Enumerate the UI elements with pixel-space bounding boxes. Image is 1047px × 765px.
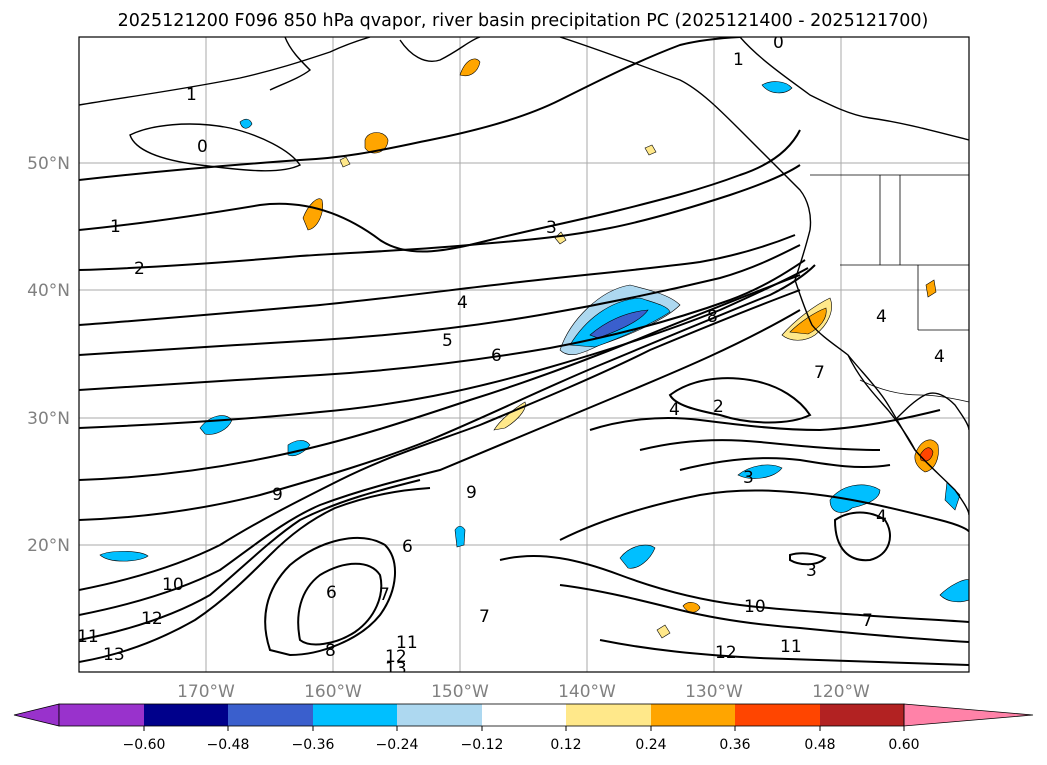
lon-tick-label: 130°W xyxy=(685,682,743,702)
colorbar-tick-label: 0.12 xyxy=(550,737,581,753)
contour-label: 11 xyxy=(77,627,99,647)
contour-label: 11 xyxy=(780,637,802,657)
lon-tick-label: 120°W xyxy=(812,682,870,702)
colorbar-tick-label: −0.60 xyxy=(123,737,166,753)
contour-label: 8 xyxy=(707,307,718,327)
contour-label: 6 xyxy=(491,346,502,366)
contour-label: 0 xyxy=(197,137,208,157)
colorbar: −0.60 −0.48 −0.36 −0.24 −0.12 0.12 0.24 … xyxy=(13,703,1034,753)
contour-label: 3 xyxy=(546,218,557,238)
qvapor-contours xyxy=(79,37,969,666)
colorbar-tick-label: 0.36 xyxy=(719,737,750,753)
lat-tick-label: 30°N xyxy=(27,409,70,429)
colorbar-swatch xyxy=(482,704,566,726)
contour-label: 13 xyxy=(103,645,125,665)
colorbar-swatch xyxy=(566,704,651,726)
lon-tick-label: 150°W xyxy=(431,682,489,702)
colorbar-swatch xyxy=(735,704,820,726)
lon-tick-label: 140°W xyxy=(558,682,616,702)
colorbar-tick-label: 0.48 xyxy=(804,737,835,753)
colorbar-extend-max xyxy=(903,703,1034,727)
contour-label: 9 xyxy=(272,485,283,505)
contour-label: 5 xyxy=(442,331,453,351)
contour-label: 4 xyxy=(876,307,887,327)
contour-label: 12 xyxy=(141,609,163,629)
lat-tick-label: 40°N xyxy=(27,281,70,301)
contour-label: 7 xyxy=(379,585,390,605)
latitude-axis: 50°N 40°N 30°N 20°N xyxy=(27,154,70,556)
contour-label: 11 xyxy=(396,633,418,653)
contour-label: 2 xyxy=(713,397,724,417)
contour-label: 4 xyxy=(876,507,887,527)
contour-label: 4 xyxy=(934,347,945,367)
contour-label: 1 xyxy=(110,217,121,237)
contour-label: 10 xyxy=(162,575,184,595)
colorbar-tick-label: 0.24 xyxy=(635,737,666,753)
colorbar-tick-label: −0.36 xyxy=(292,737,335,753)
lon-tick-label: 170°W xyxy=(177,682,235,702)
contour-label: 3 xyxy=(806,561,817,581)
longitude-axis: 170°W 160°W 150°W 140°W 130°W 120°W xyxy=(177,682,870,702)
figure-title: 2025121200 F096 850 hPa qvapor, river ba… xyxy=(118,11,929,31)
lat-tick-label: 20°N xyxy=(27,536,70,556)
map-panel: 0 1 1 1 0 2 3 4 5 6 8 4 2 7 3 4 3 9 9 6 xyxy=(77,33,970,679)
colorbar-swatch xyxy=(820,704,904,726)
colorbar-tick-label: −0.48 xyxy=(207,737,250,753)
map-frame xyxy=(78,36,970,673)
colorbar-tick-label: 0.60 xyxy=(888,737,919,753)
contour-label: 8 xyxy=(325,641,336,661)
contour-label: 12 xyxy=(385,647,407,667)
contour-label: 10 xyxy=(744,597,766,617)
colorbar-ticks xyxy=(143,726,905,731)
contour-label: 2 xyxy=(134,259,145,279)
colorbar-tick-label: −0.12 xyxy=(461,737,504,753)
contour-label: 4 xyxy=(457,293,468,313)
colorbar-swatch xyxy=(144,704,228,726)
contour-label: 12 xyxy=(715,643,737,663)
lat-tick-label: 50°N xyxy=(27,154,70,174)
contour-labels: 0 1 1 1 0 2 3 4 5 6 8 4 2 7 3 4 3 9 9 6 xyxy=(77,33,945,679)
contour-label: 0 xyxy=(773,33,784,53)
contour-label: 1 xyxy=(186,85,197,105)
colorbar-swatch xyxy=(651,704,735,726)
precip-shading xyxy=(99,58,969,639)
contour-label: 1 xyxy=(733,50,744,70)
colorbar-extend-min xyxy=(13,703,60,727)
contour-label: 6 xyxy=(326,583,337,603)
colorbar-tick-label: −0.24 xyxy=(376,737,419,753)
contour-label: 7 xyxy=(479,607,490,627)
contour-label: 9 xyxy=(466,483,477,503)
colorbar-swatch xyxy=(397,704,482,726)
political-borders xyxy=(810,174,969,403)
contour-label: 6 xyxy=(402,537,413,557)
contour-label: 3 xyxy=(743,468,754,488)
colorbar-swatch xyxy=(59,704,144,726)
contour-label: 7 xyxy=(814,363,825,383)
contour-label: 7 xyxy=(862,611,873,631)
colorbar-swatch xyxy=(313,704,397,726)
coastlines xyxy=(79,37,969,516)
contour-label: 4 xyxy=(669,400,680,420)
colorbar-swatch xyxy=(228,704,313,726)
contour-label: 13 xyxy=(385,659,407,679)
lon-tick-label: 160°W xyxy=(304,682,362,702)
